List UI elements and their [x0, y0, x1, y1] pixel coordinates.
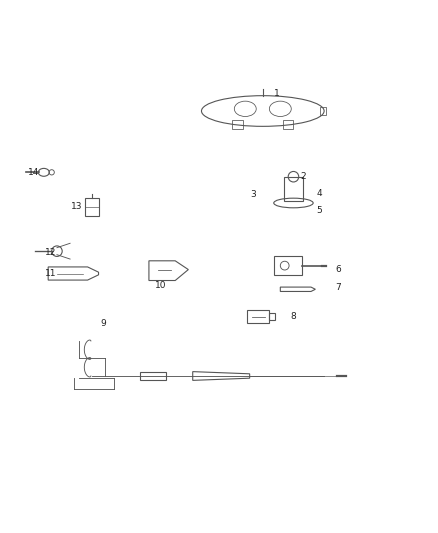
Text: 3: 3 [251, 190, 256, 199]
Bar [284, 177, 303, 201]
Bar [85, 198, 99, 216]
Text: 5: 5 [316, 206, 322, 215]
Text: 8: 8 [290, 312, 296, 321]
Text: 4: 4 [316, 189, 322, 198]
Text: 11: 11 [45, 270, 57, 278]
Bar [269, 313, 275, 320]
Text: 2: 2 [300, 172, 306, 181]
Bar [140, 372, 166, 381]
Text: 9: 9 [101, 319, 106, 328]
Text: 7: 7 [335, 282, 341, 292]
Text: 10: 10 [155, 281, 166, 290]
Bar [232, 120, 243, 128]
Bar [320, 107, 326, 115]
Text: 1: 1 [274, 89, 279, 98]
Bar [247, 310, 269, 324]
Text: 13: 13 [71, 202, 83, 211]
Text: 14: 14 [28, 168, 39, 177]
Text: 6: 6 [335, 265, 341, 274]
Text: 12: 12 [45, 247, 57, 256]
Bar [274, 255, 302, 275]
Bar [283, 120, 293, 128]
